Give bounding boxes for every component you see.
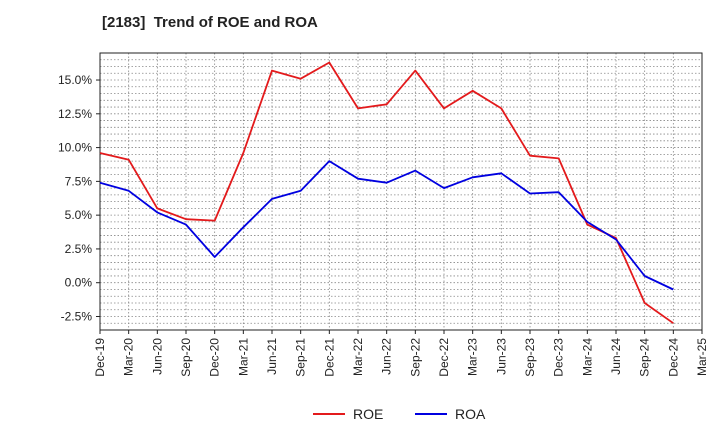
- x-tick-label: Dec-19: [93, 338, 107, 377]
- legend-label-roe: ROE: [353, 406, 383, 422]
- y-tick-label: 5.0%: [65, 208, 93, 222]
- chart-title: [2183] Trend of ROE and ROA: [102, 14, 318, 31]
- x-tick-label: Jun-24: [609, 338, 623, 375]
- series-line-roa: [99, 160, 674, 291]
- x-tick-label: Sep-24: [638, 338, 652, 377]
- y-tick-label: 15.0%: [58, 73, 92, 87]
- x-tick-label: Mar-23: [466, 338, 480, 376]
- x-tick-label: Jun-21: [265, 338, 279, 375]
- y-tick-label: 10.0%: [58, 141, 92, 155]
- y-tick-label: 7.5%: [65, 174, 93, 188]
- x-tick-label: Sep-21: [294, 338, 308, 377]
- x-tick-label: Dec-24: [666, 338, 680, 377]
- x-tick-label: Sep-23: [523, 338, 537, 377]
- x-tick-label: Dec-21: [322, 338, 336, 377]
- legend-label-roa: ROA: [455, 406, 486, 422]
- x-tick-label: Mar-24: [580, 338, 594, 376]
- plot-frame: [99, 52, 703, 331]
- y-tick-label: 2.5%: [65, 242, 93, 256]
- x-tick-label: Jun-23: [494, 338, 508, 375]
- x-tick-label: Dec-22: [437, 338, 451, 377]
- x-tick-label: Mar-25: [695, 338, 709, 376]
- x-tick-label: Dec-23: [552, 338, 566, 377]
- x-tick-label: Mar-20: [122, 338, 136, 376]
- x-tick-label: Mar-21: [236, 338, 250, 376]
- y-tick-label: -2.5%: [61, 309, 93, 323]
- x-tick-label: Jun-22: [380, 338, 394, 375]
- x-tick-label: Jun-20: [150, 338, 164, 375]
- y-tick-label: 12.5%: [58, 107, 92, 121]
- x-tick-label: Mar-22: [351, 338, 365, 376]
- x-tick-label: Sep-22: [408, 338, 422, 377]
- series-line-roe: [99, 61, 674, 324]
- x-tick-label: Sep-20: [179, 338, 193, 377]
- x-tick-label: Dec-20: [208, 338, 222, 377]
- y-tick-label: 0.0%: [65, 276, 93, 290]
